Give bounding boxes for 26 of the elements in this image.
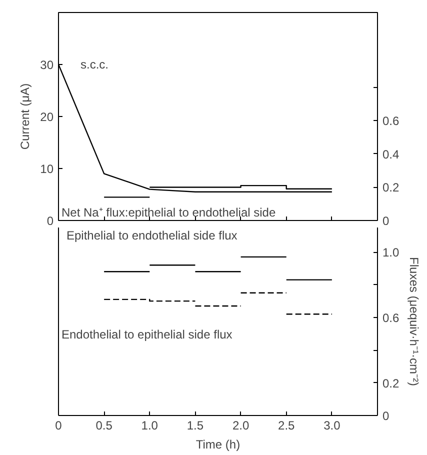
y2-tick-label: 0.2	[382, 376, 400, 390]
y2-tick-label: 1.0	[382, 246, 400, 260]
x-tick-label: 1.0	[141, 418, 158, 432]
x-tick-label: 0.5	[96, 418, 113, 432]
x-tick-label: 0	[55, 418, 62, 432]
x-tick-label: 2.5	[278, 418, 296, 432]
y-tick-label: 10	[40, 162, 54, 176]
y2-axis-title: Fluxes (μequiv·h⁻¹·cm⁻²)	[407, 257, 422, 386]
y2-tick-label: 0.4	[382, 147, 400, 162]
annotation: Endothelial to epithelial side flux	[62, 328, 232, 342]
y2-tick-label: 0	[382, 409, 390, 423]
x-tick-label: 1.5	[186, 418, 204, 432]
y-axis-title: Current (μA)	[18, 83, 32, 150]
y2-tick-label: 0.6	[382, 310, 400, 325]
x-axis-title: Time (h)	[196, 438, 240, 452]
y2-tick-label: 0	[382, 214, 390, 228]
annotation: s.c.c.	[80, 58, 109, 72]
annotation: Epithelial to endothelial side flux	[66, 228, 238, 242]
y-tick-label: 0	[46, 214, 54, 228]
y2-tick-label: 0.2	[382, 180, 400, 195]
x-tick-label: 3.0	[324, 418, 341, 432]
y-tick-label: 20	[40, 110, 54, 124]
x-tick-label: 2.0	[232, 418, 250, 432]
y2-tick-label: 0.6	[382, 114, 400, 128]
y-tick-label: 30	[40, 58, 54, 72]
annotation: Net Na⁺ flux:epithelial to endothelial side	[62, 206, 276, 220]
